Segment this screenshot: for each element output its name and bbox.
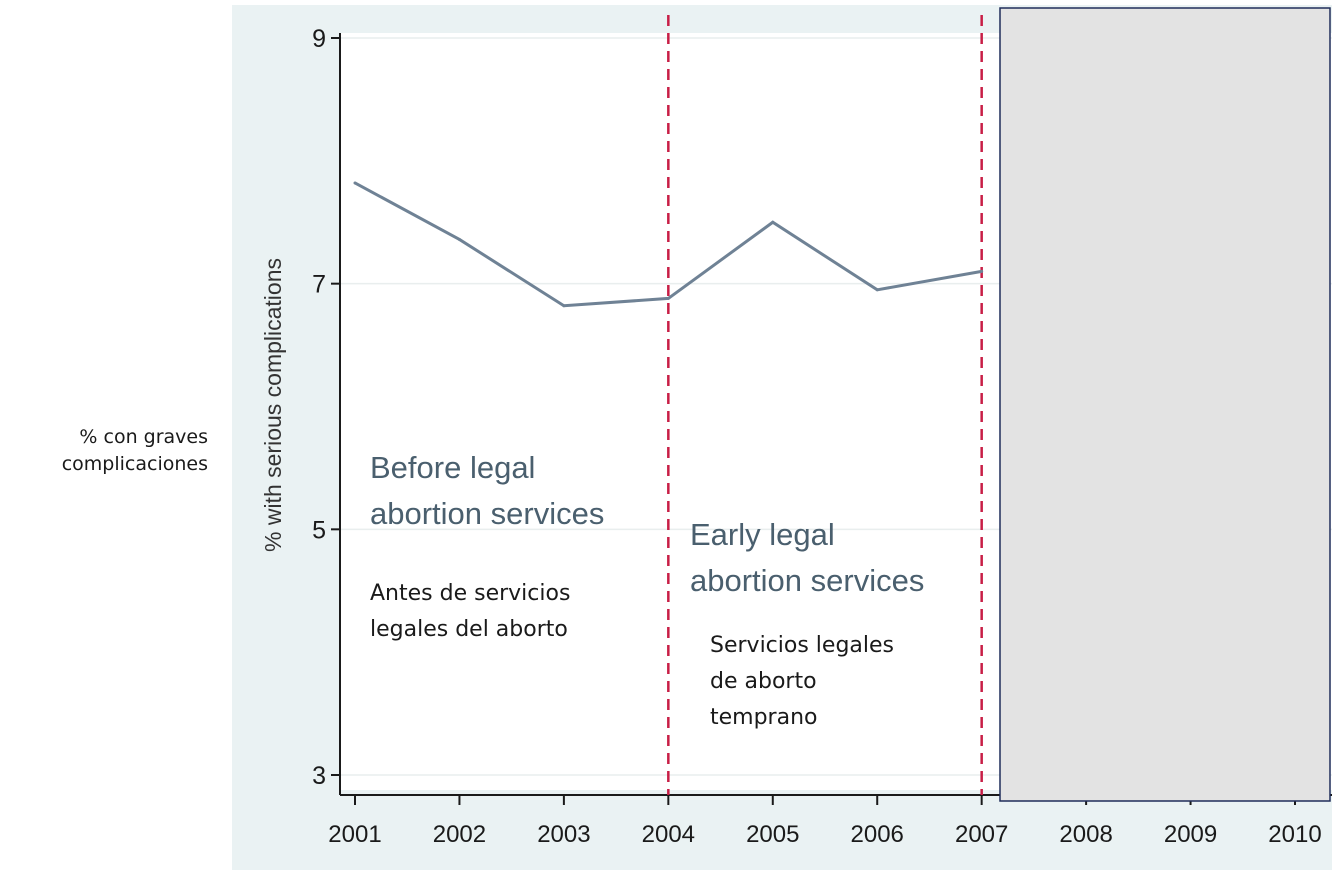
annotation-early-es-line1: Servicios legales — [710, 633, 894, 658]
overlay-box — [999, 7, 1331, 802]
x-tick-label-2009: 2009 — [1164, 821, 1217, 848]
data-point-2006 — [875, 288, 879, 292]
x-tick-label-2003: 2003 — [537, 821, 590, 848]
annotation-early-es-line2: de aborto — [710, 669, 817, 694]
outer-axis-label-line1: % con graves — [79, 426, 208, 448]
annotation-early-line2: abortion services — [690, 563, 924, 598]
annotation-early-line1: Early legal — [690, 517, 835, 552]
y-axis-title: % with serious complications — [260, 258, 286, 552]
annotation-early-es-line3: temprano — [710, 705, 818, 730]
y-tick-label-3: 3 — [312, 762, 326, 790]
y-tick-label-7: 7 — [312, 271, 326, 299]
outer-axis-label-line2: complicaciones — [61, 453, 208, 475]
annotation-before-line2: abortion services — [370, 496, 604, 531]
x-tick-label-2010: 2010 — [1268, 821, 1321, 848]
x-tick-label-2007: 2007 — [955, 821, 1008, 848]
x-tick-label-2005: 2005 — [746, 821, 799, 848]
y-tick-label-9: 9 — [312, 25, 326, 53]
data-point-2003 — [562, 304, 566, 308]
annotation-before-es-line1: Antes de servicios — [370, 581, 570, 606]
x-tick-label-2002: 2002 — [433, 821, 486, 848]
data-point-2002 — [457, 237, 461, 241]
data-point-2005 — [771, 220, 775, 224]
annotation-before-es-line2: legales del aborto — [370, 617, 568, 642]
x-tick-label-2008: 2008 — [1059, 821, 1112, 848]
x-tick-label-2004: 2004 — [642, 821, 695, 848]
annotation-before-line1: Before legal — [370, 450, 535, 485]
outer-axis-label: % con graves complicaciones — [8, 424, 208, 478]
data-point-2007 — [980, 269, 984, 273]
x-tick-label-2006: 2006 — [851, 821, 904, 848]
x-tick-label-2001: 2001 — [328, 821, 381, 848]
data-point-2004 — [666, 296, 670, 300]
y-tick-label-5: 5 — [312, 516, 326, 544]
data-point-2001 — [353, 181, 357, 185]
